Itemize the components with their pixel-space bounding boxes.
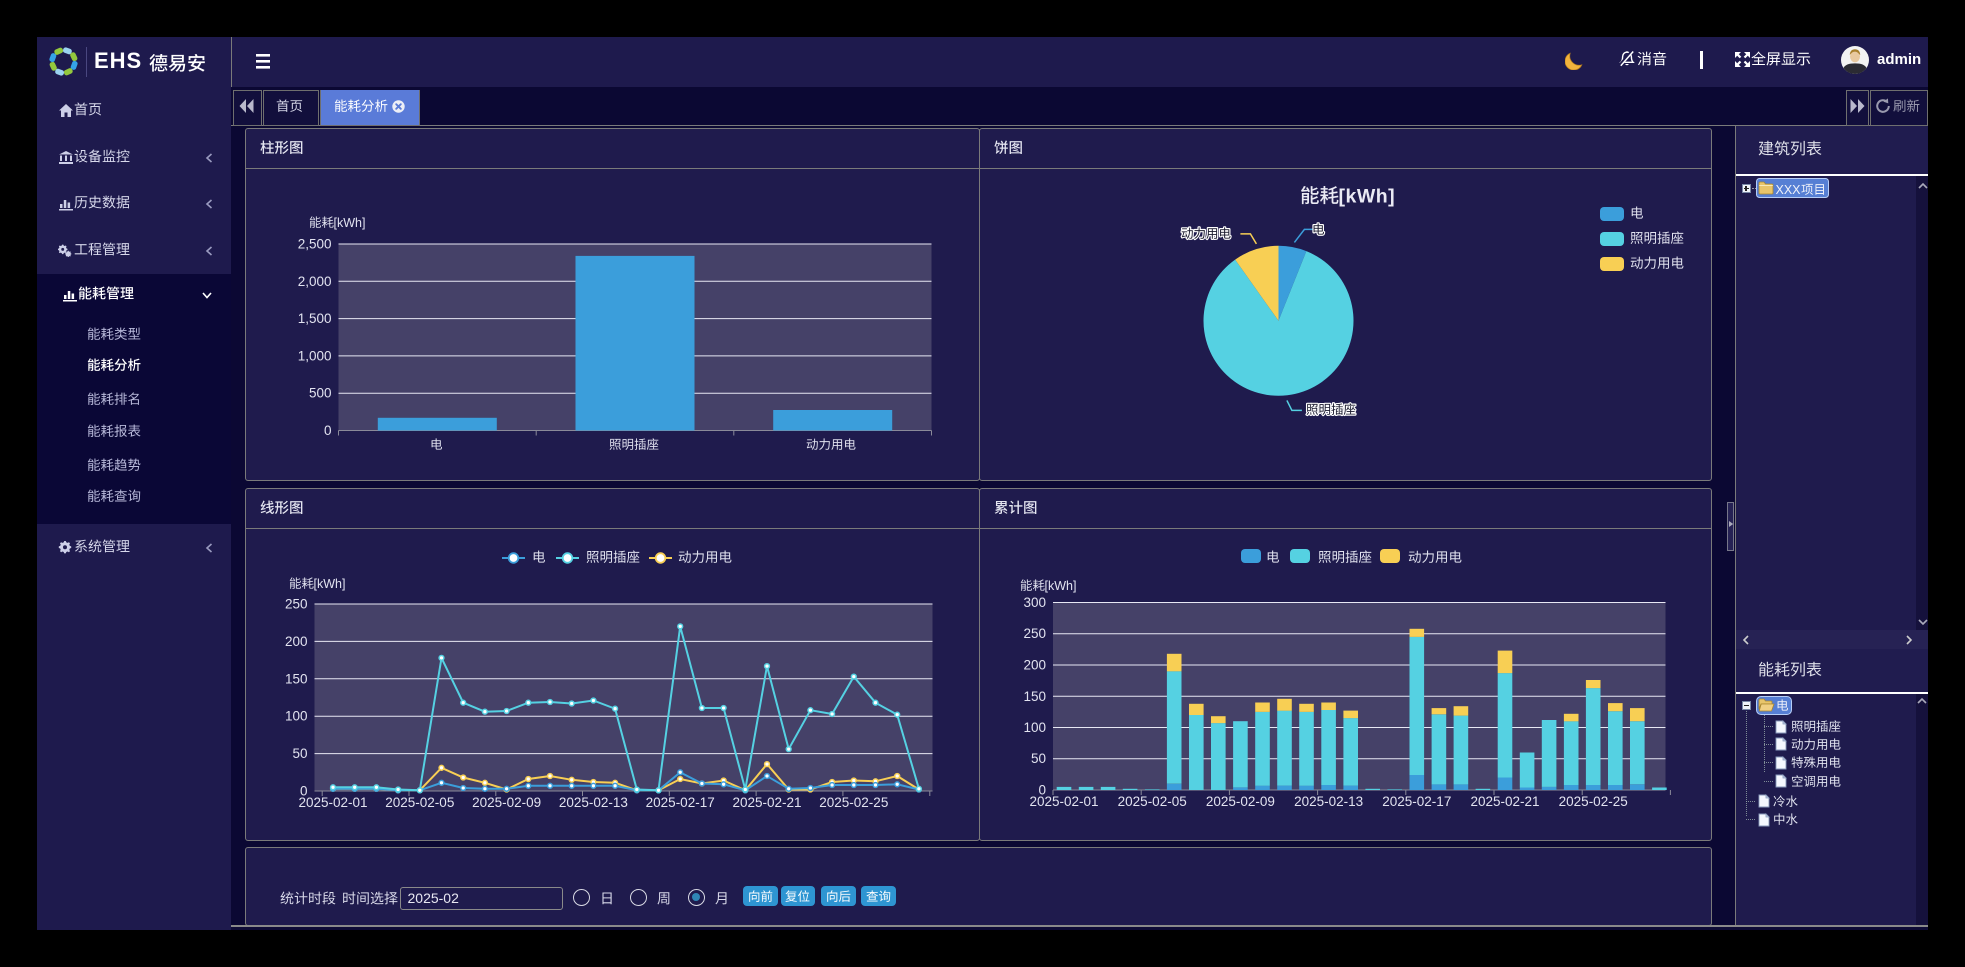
- svg-text:2025-02-21: 2025-02-21: [1470, 794, 1539, 809]
- svg-text:500: 500: [308, 386, 331, 401]
- svg-text:1,500: 1,500: [297, 311, 331, 326]
- svg-text:2025-02-25: 2025-02-25: [1558, 794, 1627, 809]
- svg-text:100: 100: [284, 709, 307, 724]
- svg-text:2025-02-17: 2025-02-17: [1382, 794, 1451, 809]
- svg-text:2025-02-25: 2025-02-25: [819, 795, 888, 810]
- svg-text:200: 200: [284, 634, 307, 649]
- svg-text:2025-02-01: 2025-02-01: [298, 795, 367, 810]
- svg-text:200: 200: [1023, 658, 1046, 673]
- svg-text:2025-02-05: 2025-02-05: [385, 795, 454, 810]
- svg-text:2025-02-17: 2025-02-17: [645, 795, 714, 810]
- svg-text:50: 50: [292, 746, 307, 761]
- svg-text:100: 100: [1023, 720, 1046, 735]
- svg-text:150: 150: [1023, 689, 1046, 704]
- svg-text:2025-02-09: 2025-02-09: [1205, 794, 1274, 809]
- svg-text:0: 0: [1038, 783, 1046, 798]
- svg-text:300: 300: [1023, 595, 1046, 610]
- svg-text:2,500: 2,500: [297, 237, 331, 252]
- svg-text:50: 50: [1030, 751, 1045, 766]
- svg-text:2,000: 2,000: [297, 274, 331, 289]
- svg-text:2025-02-13: 2025-02-13: [1294, 794, 1363, 809]
- svg-text:1,000: 1,000: [297, 348, 331, 363]
- svg-text:150: 150: [284, 671, 307, 686]
- svg-text:250: 250: [1023, 626, 1046, 641]
- svg-text:2025-02-05: 2025-02-05: [1117, 794, 1186, 809]
- svg-text:2025-02-01: 2025-02-01: [1029, 794, 1098, 809]
- svg-text:0: 0: [323, 423, 331, 438]
- svg-text:2025-02-13: 2025-02-13: [558, 795, 627, 810]
- svg-text:2025-02-09: 2025-02-09: [472, 795, 541, 810]
- svg-text:250: 250: [284, 597, 307, 612]
- svg-text:0: 0: [299, 784, 307, 799]
- svg-text:2025-02-21: 2025-02-21: [732, 795, 801, 810]
